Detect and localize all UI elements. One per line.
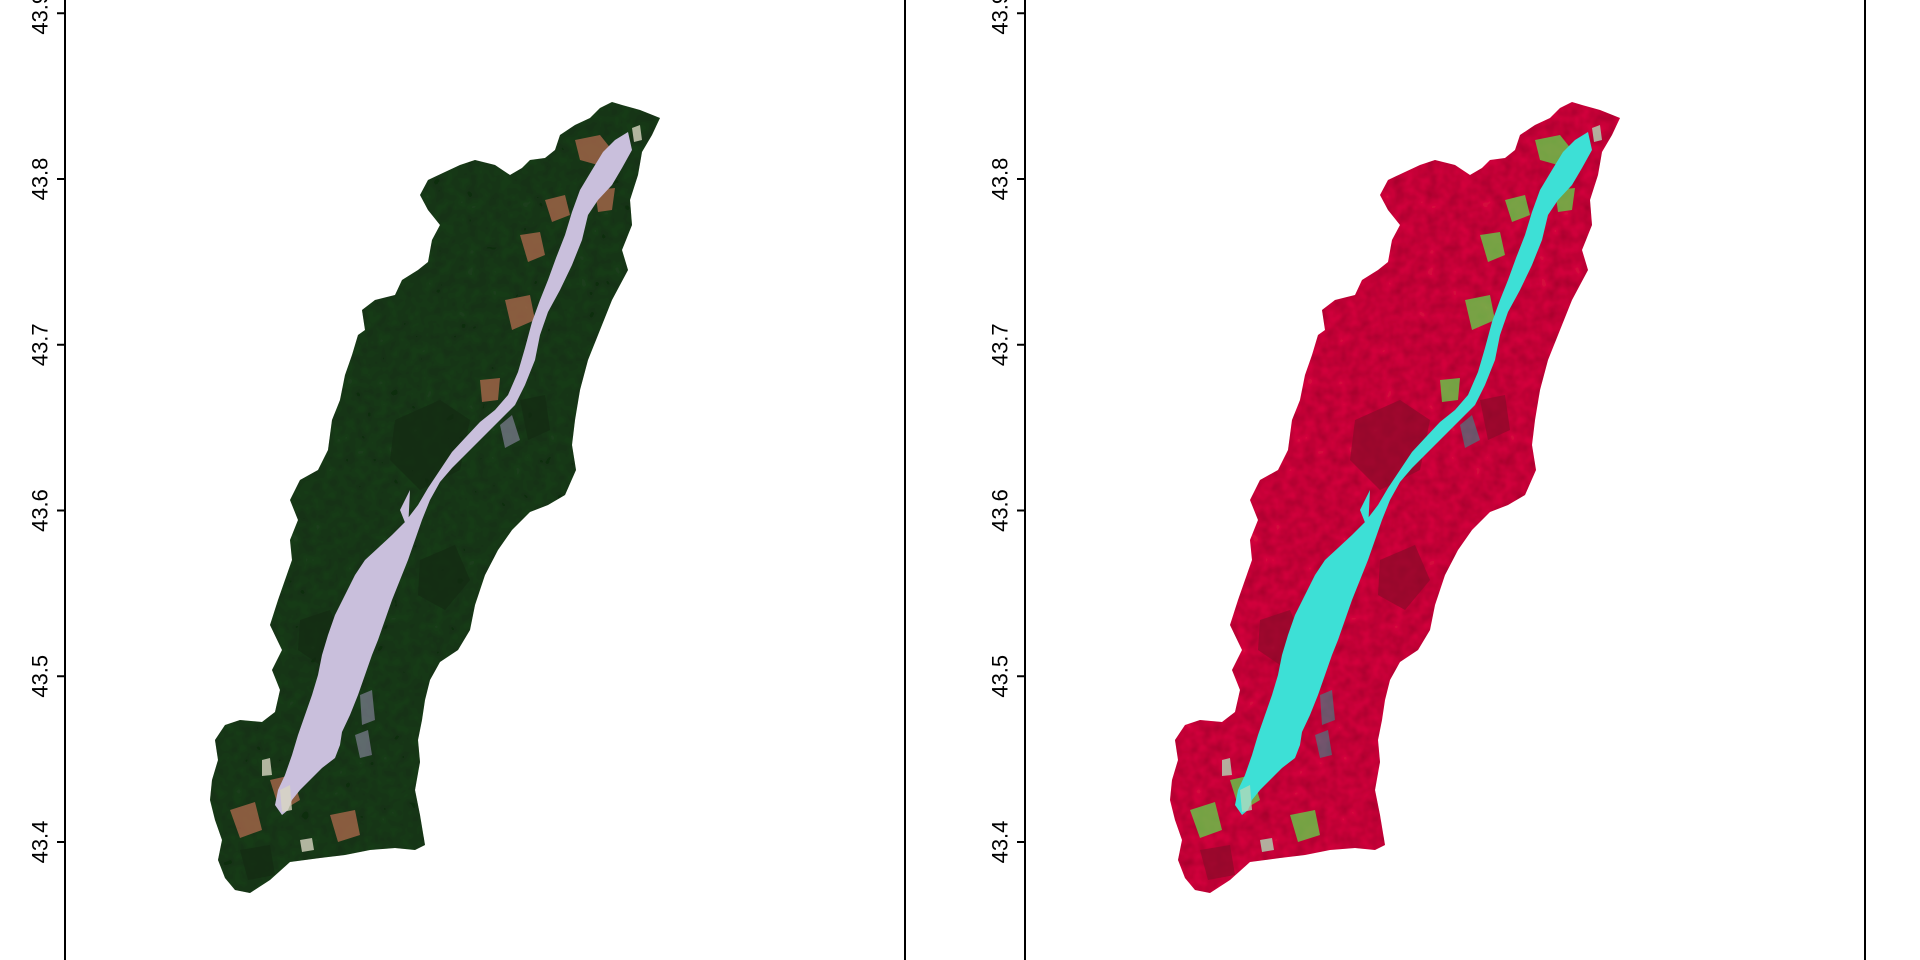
map-panel-true-color: 43.4 43.5 43.6 43.7 43.8 43.9 [28, 0, 906, 960]
lake [1235, 132, 1592, 815]
y-tick-label: 43.9 [988, 0, 1013, 35]
map-panel-false-color: 43.4 43.5 43.6 43.7 43.8 43.9 [988, 0, 1866, 960]
lake [275, 132, 632, 815]
bare-soil-patches [230, 135, 615, 842]
watershed-basin [210, 102, 660, 893]
y-tick-label: 43.7 [28, 323, 53, 366]
y-tick-label: 43.8 [28, 158, 53, 201]
y-tick-label: 43.6 [28, 489, 53, 532]
y-tick-label: 43.9 [28, 0, 53, 35]
dense-forest-patches [240, 395, 550, 880]
y-axis: 43.4 43.5 43.6 43.7 43.8 43.9 [988, 0, 1025, 864]
plot-frame [64, 0, 906, 960]
y-axis: 43.4 43.5 43.6 43.7 43.8 43.9 [28, 0, 65, 864]
y-tick-label: 43.4 [28, 821, 53, 864]
watershed-basin [1170, 102, 1620, 893]
watershed-region [210, 102, 660, 893]
y-tick-label: 43.6 [988, 489, 1013, 532]
bare-soil-patches [1190, 135, 1575, 842]
y-tick-label: 43.4 [988, 821, 1013, 864]
y-tick-label: 43.8 [988, 158, 1013, 201]
y-tick-label: 43.5 [28, 655, 53, 698]
y-tick-label: 43.5 [988, 655, 1013, 698]
watershed-region [1170, 102, 1620, 893]
plot-frame [1024, 0, 1866, 960]
dense-forest-patches [1200, 395, 1510, 880]
y-tick-label: 43.7 [988, 323, 1013, 366]
